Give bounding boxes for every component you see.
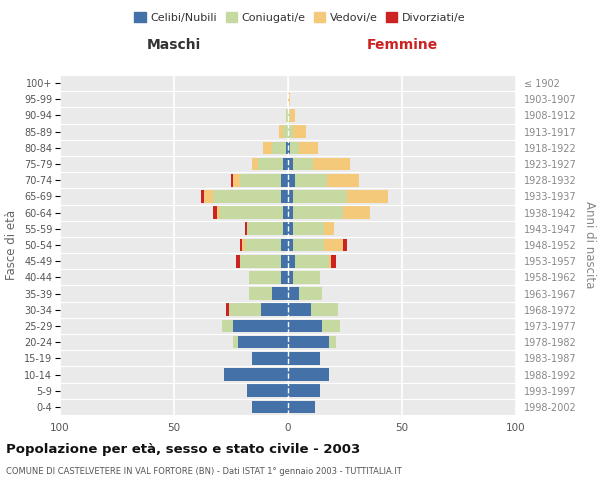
Bar — [240, 238, 242, 252]
Bar — [288, 142, 290, 154]
Bar — [249, 271, 281, 283]
Bar — [288, 384, 320, 397]
Bar — [236, 255, 240, 268]
Bar — [281, 190, 288, 202]
Bar — [343, 206, 370, 219]
Bar — [233, 174, 240, 186]
Bar — [247, 222, 283, 235]
Bar — [325, 222, 334, 235]
Bar — [220, 206, 283, 219]
Bar — [213, 206, 217, 219]
Bar — [283, 206, 288, 219]
Bar — [231, 174, 233, 186]
Bar — [288, 222, 293, 235]
Bar — [288, 255, 295, 268]
Bar — [288, 174, 295, 186]
Bar — [251, 158, 259, 170]
Bar — [288, 158, 293, 170]
Bar — [245, 222, 247, 235]
Bar — [347, 190, 388, 202]
Text: Maschi: Maschi — [147, 38, 201, 52]
Bar — [226, 304, 229, 316]
Bar — [288, 93, 290, 106]
Bar — [288, 400, 316, 413]
Text: Femmine: Femmine — [367, 38, 437, 52]
Bar — [233, 320, 288, 332]
Bar — [295, 174, 327, 186]
Bar — [293, 238, 325, 252]
Bar — [281, 174, 288, 186]
Bar — [279, 126, 283, 138]
Bar — [203, 190, 213, 202]
Bar — [327, 174, 359, 186]
Bar — [283, 158, 288, 170]
Bar — [343, 238, 347, 252]
Bar — [329, 336, 336, 348]
Bar — [272, 288, 288, 300]
Bar — [240, 174, 281, 186]
Bar — [245, 238, 281, 252]
Bar — [249, 288, 272, 300]
Bar — [293, 206, 343, 219]
Bar — [329, 255, 331, 268]
Bar — [238, 336, 288, 348]
Bar — [295, 255, 329, 268]
Bar — [299, 288, 322, 300]
Bar — [288, 352, 320, 364]
Bar — [288, 109, 290, 122]
Bar — [293, 126, 306, 138]
Bar — [311, 304, 338, 316]
Bar — [247, 384, 288, 397]
Bar — [272, 142, 286, 154]
Bar — [299, 142, 317, 154]
Bar — [293, 190, 347, 202]
Y-axis label: Anni di nascita: Anni di nascita — [583, 202, 596, 288]
Bar — [213, 190, 281, 202]
Y-axis label: Fasce di età: Fasce di età — [5, 210, 19, 280]
Bar — [288, 190, 293, 202]
Bar — [217, 206, 220, 219]
Bar — [288, 320, 322, 332]
Bar — [290, 109, 295, 122]
Bar — [283, 222, 288, 235]
Bar — [331, 255, 336, 268]
Bar — [325, 238, 343, 252]
Bar — [288, 288, 299, 300]
Bar — [286, 142, 288, 154]
Text: Popolazione per età, sesso e stato civile - 2003: Popolazione per età, sesso e stato civil… — [6, 442, 360, 456]
Text: COMUNE DI CASTELVETERE IN VAL FORTORE (BN) - Dati ISTAT 1° gennaio 2003 - TUTTIT: COMUNE DI CASTELVETERE IN VAL FORTORE (B… — [6, 468, 402, 476]
Bar — [242, 238, 245, 252]
Bar — [288, 206, 293, 219]
Bar — [281, 238, 288, 252]
Bar — [224, 368, 288, 381]
Bar — [222, 320, 233, 332]
Bar — [260, 304, 288, 316]
Bar — [281, 271, 288, 283]
Bar — [286, 109, 288, 122]
Bar — [313, 158, 350, 170]
Bar — [290, 142, 299, 154]
Bar — [281, 255, 288, 268]
Legend: Celibi/Nubili, Coniugati/e, Vedovi/e, Divorziati/e: Celibi/Nubili, Coniugati/e, Vedovi/e, Di… — [130, 8, 470, 28]
Bar — [240, 255, 281, 268]
Bar — [288, 238, 293, 252]
Bar — [233, 336, 238, 348]
Bar — [263, 142, 272, 154]
Bar — [288, 336, 329, 348]
Bar — [288, 368, 329, 381]
Bar — [251, 400, 288, 413]
Bar — [283, 126, 288, 138]
Bar — [229, 304, 260, 316]
Bar — [293, 158, 313, 170]
Bar — [322, 320, 340, 332]
Bar — [288, 271, 293, 283]
Bar — [288, 126, 293, 138]
Bar — [288, 304, 311, 316]
Bar — [293, 271, 320, 283]
Bar — [293, 222, 325, 235]
Bar — [202, 190, 203, 202]
Bar — [259, 158, 283, 170]
Bar — [251, 352, 288, 364]
